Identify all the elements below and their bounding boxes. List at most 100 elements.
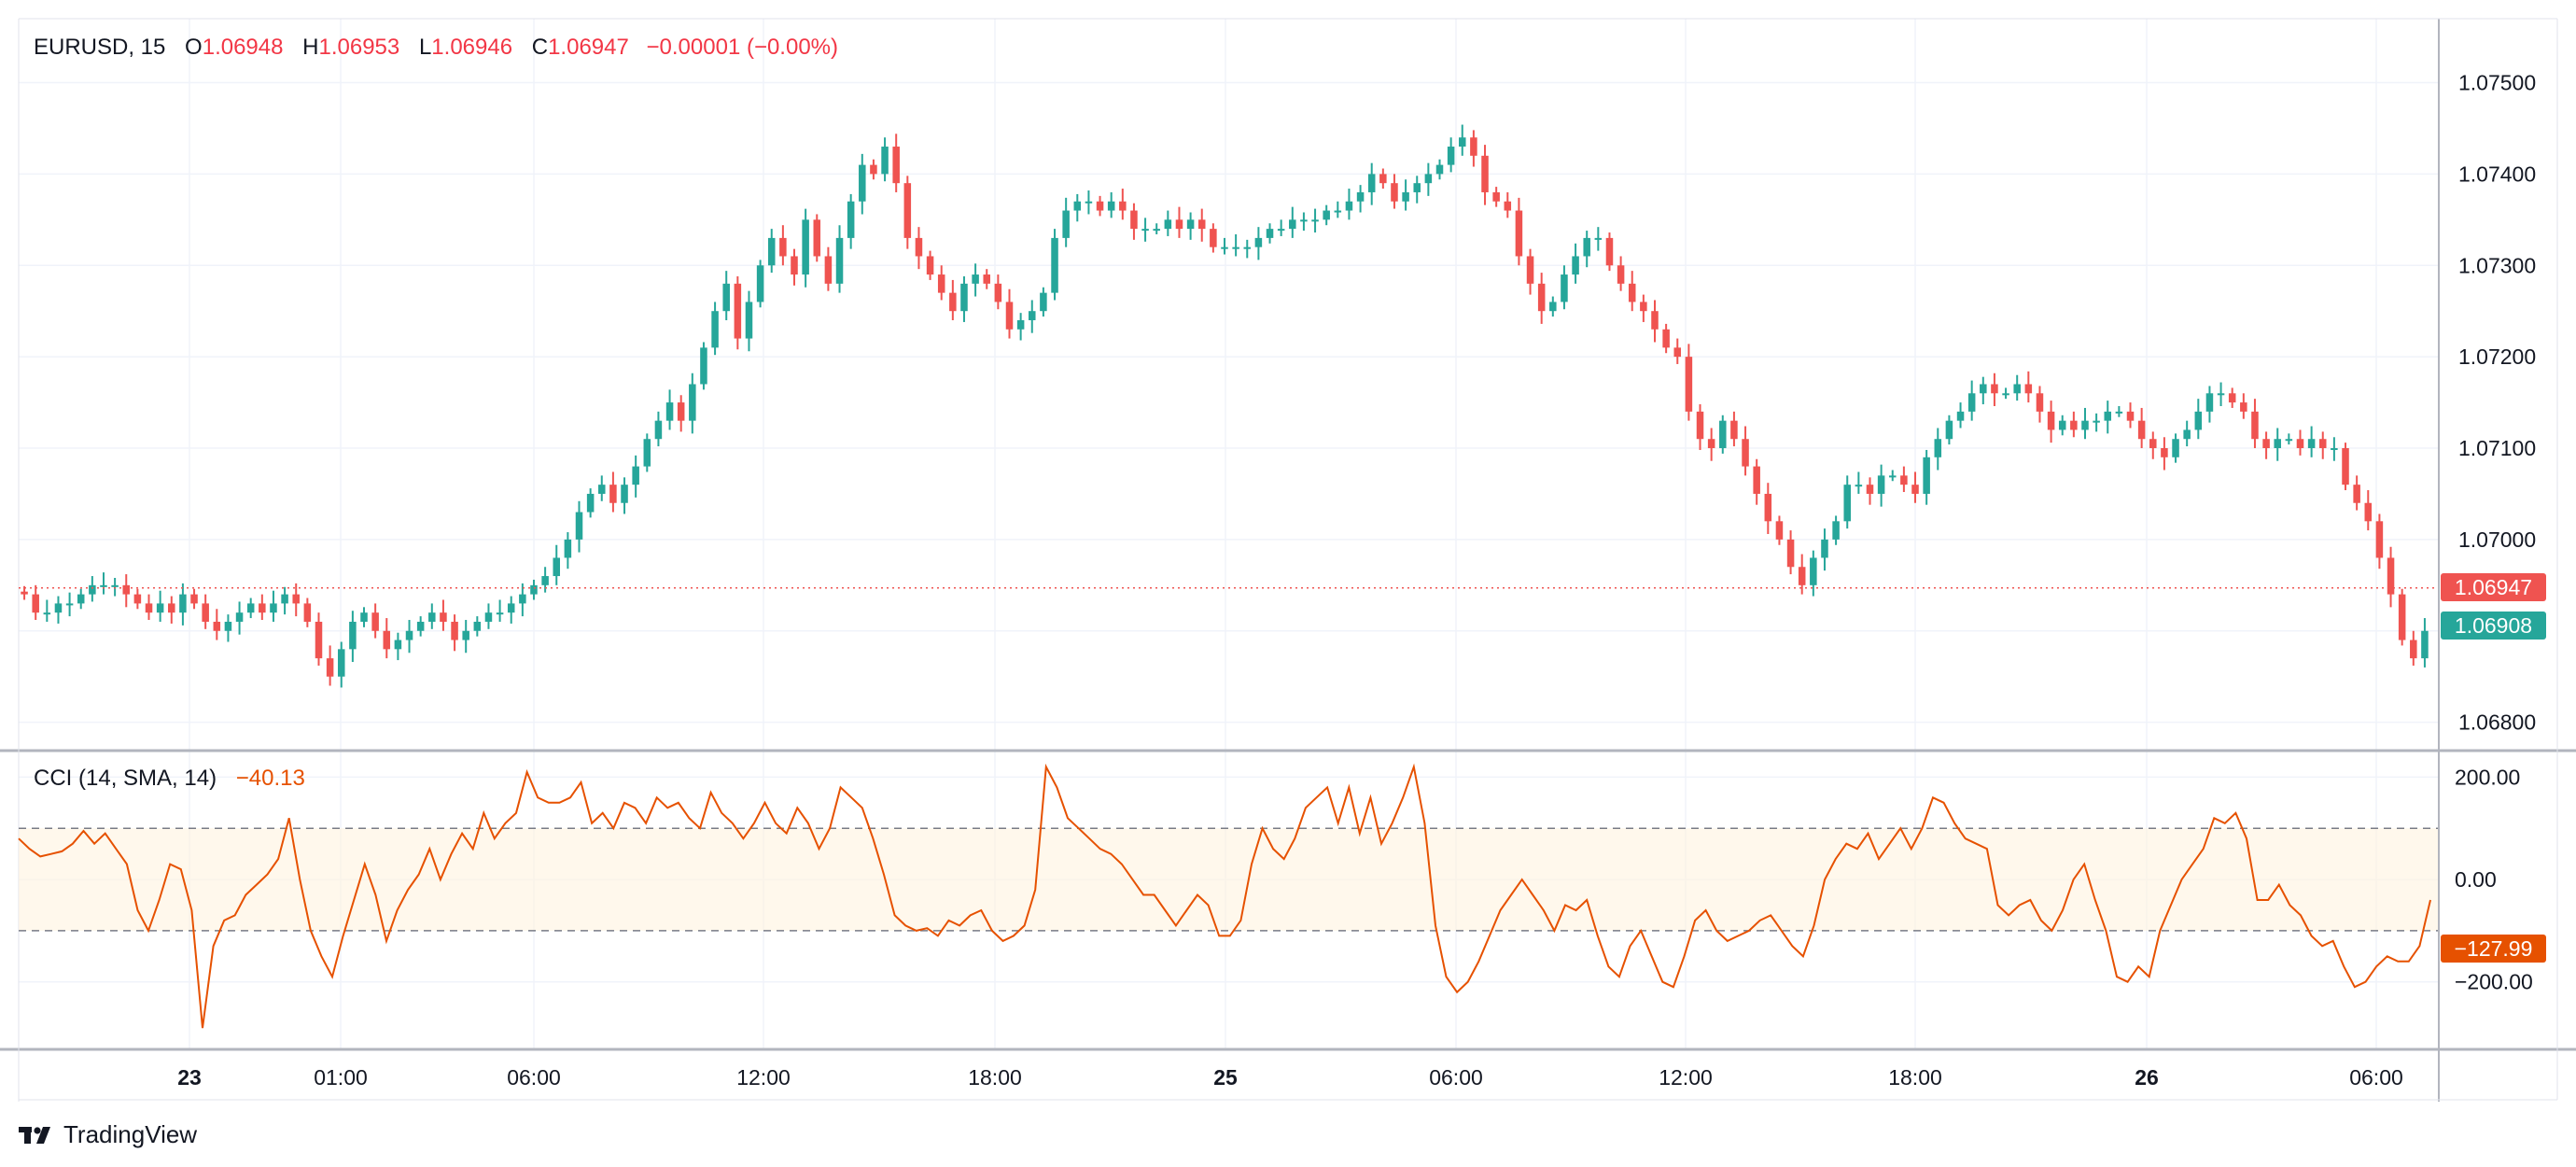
- candle-body: [711, 311, 719, 348]
- candle-body: [1786, 539, 1795, 568]
- candle-body: [2115, 411, 2123, 414]
- candle-body: [1640, 302, 1647, 312]
- candle-body: [1141, 229, 1149, 232]
- candle-body: [89, 584, 96, 595]
- candle-body: [21, 591, 28, 595]
- candle-body: [2126, 411, 2135, 421]
- candle-body: [2307, 439, 2316, 449]
- candle-body: [1515, 210, 1523, 257]
- candle-body: [2161, 448, 2168, 457]
- candle-body: [2251, 411, 2259, 440]
- candle-body: [1470, 137, 1477, 156]
- candle-body: [1832, 521, 1840, 540]
- candle-body: [2058, 420, 2066, 430]
- candle-body: [168, 603, 175, 613]
- tradingview-logo-icon: [19, 1126, 50, 1144]
- candle-body: [1967, 393, 1976, 412]
- price-axis-label: 1.06800: [2458, 710, 2536, 735]
- candle-body: [100, 584, 107, 587]
- candle-body: [745, 302, 753, 339]
- candle-body: [2137, 420, 2146, 440]
- candle-body: [824, 256, 833, 284]
- candle-body: [586, 493, 595, 513]
- candle-body: [1458, 137, 1466, 148]
- candle-body: [1537, 283, 1546, 312]
- tradingview-logo[interactable]: TradingView: [19, 1120, 197, 1149]
- low-label: L: [418, 35, 432, 60]
- candle-body: [213, 621, 221, 631]
- cci-line: [18, 763, 2431, 1029]
- candle-body: [2398, 594, 2406, 640]
- candle-body: [1911, 485, 1919, 494]
- candle-body: [2285, 439, 2293, 442]
- candle-body: [2149, 439, 2157, 449]
- candle-body: [292, 594, 300, 604]
- candle-body: [1221, 246, 1228, 249]
- candle-body: [270, 603, 277, 613]
- price-axis-label: 1.07000: [2458, 527, 2536, 552]
- candle-body: [813, 219, 821, 257]
- candle-body: [1323, 210, 1330, 220]
- time-axis-label: 18:00: [1888, 1065, 1942, 1090]
- candle-body: [383, 630, 391, 650]
- cci-label[interactable]: CCI (14, SMA, 14): [34, 766, 217, 791]
- candle-body: [1379, 174, 1387, 184]
- candle-body: [507, 603, 515, 613]
- candle-body: [1254, 237, 1263, 247]
- candle-body: [1934, 439, 1942, 457]
- candle-body: [756, 265, 764, 302]
- candle-body: [1685, 357, 1693, 412]
- candle-body: [1062, 210, 1070, 238]
- candle-body: [179, 594, 187, 613]
- time-axis-label: 25: [1213, 1065, 1238, 1090]
- candle-body: [1696, 411, 1704, 440]
- candle-body: [1277, 229, 1285, 232]
- candle-body: [926, 256, 934, 275]
- price-axis-label: 1.07100: [2458, 436, 2536, 460]
- candle-body: [654, 420, 663, 440]
- candle-body: [519, 594, 526, 604]
- candle-body: [677, 402, 685, 421]
- candle-body: [949, 292, 957, 312]
- candle-body: [2274, 439, 2281, 449]
- candle-body: [1334, 210, 1342, 213]
- candle-body: [1980, 384, 1987, 394]
- symbol-label[interactable]: EURUSD, 15: [34, 35, 166, 60]
- candle-body: [530, 584, 538, 595]
- candle-body: [111, 584, 119, 587]
- open-label: O: [185, 35, 203, 60]
- candle-body: [405, 630, 413, 640]
- candle-body: [202, 603, 209, 622]
- candle-body: [2183, 429, 2191, 440]
- candle-body: [1040, 292, 1047, 312]
- candle-body: [1945, 420, 1953, 440]
- candle-body: [473, 621, 482, 631]
- candle-body: [1628, 283, 1636, 302]
- candle-body: [1843, 485, 1851, 522]
- time-axis-label: 18:00: [968, 1065, 1022, 1090]
- candle-body: [2217, 393, 2225, 396]
- time-axis-label: 12:00: [736, 1065, 791, 1090]
- candle-body: [2331, 448, 2338, 451]
- candle-body: [1051, 237, 1058, 293]
- candle-body: [337, 649, 345, 677]
- candle-body: [1391, 183, 1398, 202]
- candle-body: [881, 147, 889, 175]
- candle-body: [541, 576, 549, 585]
- candle-body: [1617, 265, 1625, 284]
- candle-body: [1311, 219, 1319, 222]
- open-value: 1.06948: [202, 35, 284, 60]
- cci-price-tag: −127.99: [2441, 935, 2546, 963]
- candle-body: [892, 147, 900, 184]
- candle-body: [1775, 521, 1784, 540]
- candle-body: [1119, 201, 1127, 211]
- candle-body: [2024, 384, 2033, 394]
- candle-body: [779, 237, 787, 257]
- candle-body: [1561, 274, 1568, 302]
- price-axis-label: 1.07200: [2458, 344, 2536, 369]
- candle-body: [1300, 219, 1308, 222]
- close-label: C: [531, 35, 549, 60]
- candle-body: [1956, 411, 1965, 421]
- candle-body: [156, 603, 164, 613]
